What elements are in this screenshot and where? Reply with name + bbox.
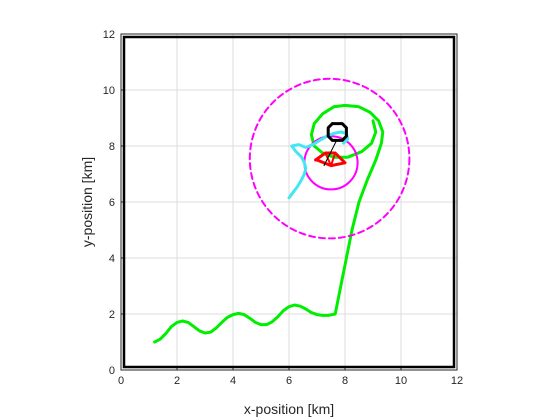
- x-axis-label: x-position [km]: [244, 401, 334, 417]
- red-path-5: [324, 152, 337, 167]
- x-tick-label: 2: [174, 375, 180, 387]
- y-tick-label: 10: [103, 85, 115, 97]
- y-tick-label: 4: [109, 253, 115, 265]
- series-group: [153, 77, 411, 344]
- black-path-6: [326, 122, 348, 142]
- x-tick-label: 8: [342, 375, 348, 387]
- y-tick-label: 12: [103, 29, 115, 41]
- y-tick-label: 6: [109, 197, 115, 209]
- x-tick-label: 0: [118, 375, 124, 387]
- cyan-path-3: [287, 130, 350, 200]
- green-path-0: [153, 103, 385, 344]
- x-tick-label: 10: [395, 375, 407, 387]
- y-tick-label: 0: [109, 365, 115, 377]
- x-tick-label: 12: [451, 375, 463, 387]
- black-path-7: [323, 139, 338, 167]
- inner-frame: [122, 35, 456, 369]
- x-tick-label: 6: [286, 375, 292, 387]
- plot-frame: [120, 33, 458, 371]
- magenta-dashed-circle: [248, 77, 411, 240]
- x-tick-label: 4: [230, 375, 236, 387]
- y-tick-label: 2: [109, 309, 115, 321]
- y-axis-label: y-position [km]: [79, 157, 95, 247]
- y-tick-label: 8: [109, 141, 115, 153]
